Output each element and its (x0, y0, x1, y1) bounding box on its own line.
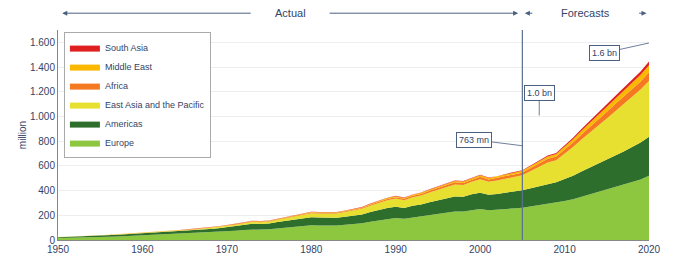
svg-text:2010: 2010 (553, 244, 576, 255)
svg-text:1.600: 1.600 (30, 37, 55, 48)
svg-text:Africa: Africa (105, 81, 128, 91)
svg-text:763 mn: 763 mn (459, 135, 489, 145)
svg-text:1980: 1980 (300, 244, 323, 255)
svg-text:600: 600 (38, 160, 55, 171)
svg-text:1950: 1950 (47, 244, 70, 255)
svg-text:South Asia: South Asia (105, 43, 148, 53)
svg-text:1.000: 1.000 (30, 111, 55, 122)
svg-text:1.200: 1.200 (30, 86, 55, 97)
svg-text:800: 800 (38, 136, 55, 147)
svg-text:1970: 1970 (216, 244, 239, 255)
svg-text:1.400: 1.400 (30, 62, 55, 73)
svg-text:Forecasts: Forecasts (561, 7, 610, 19)
svg-text:1960: 1960 (131, 244, 154, 255)
svg-text:200: 200 (38, 210, 55, 221)
svg-text:Middle East: Middle East (105, 62, 153, 72)
svg-text:1990: 1990 (385, 244, 408, 255)
svg-text:400: 400 (38, 185, 55, 196)
svg-text:Americas: Americas (105, 119, 143, 129)
svg-text:1.0 bn: 1.0 bn (527, 88, 552, 98)
svg-text:0: 0 (49, 235, 55, 246)
svg-text:2000: 2000 (469, 244, 492, 255)
svg-text:Europe: Europe (105, 138, 134, 148)
svg-text:East Asia and the Pacific: East Asia and the Pacific (105, 100, 205, 110)
svg-text:2020: 2020 (638, 244, 661, 255)
svg-text:million: million (17, 121, 28, 149)
svg-text:Actual: Actual (275, 7, 306, 19)
svg-text:1.6 bn: 1.6 bn (592, 48, 617, 58)
